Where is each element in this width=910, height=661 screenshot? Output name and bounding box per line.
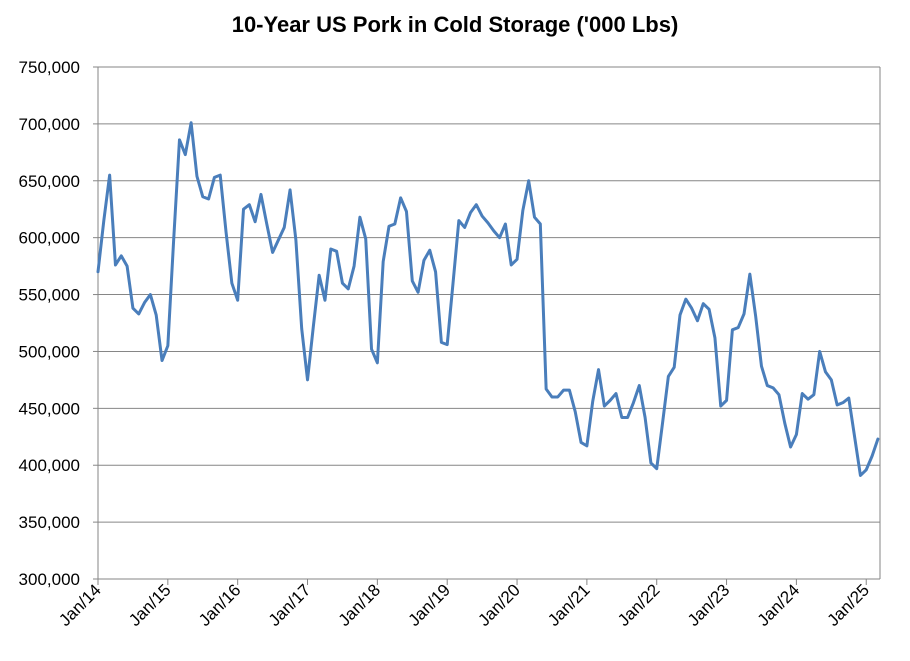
y-tick-labels: 300,000 350,000 400,000 450,000 500,000 550,0… [19,58,80,589]
y-tick-label: 550,000 [19,286,80,305]
x-tick-labels: Jan/14 Jan/15 Jan/16 Jan/17 Jan/18 Jan/19 Jan/… [55,580,873,630]
x-tick-label: Jan/18 [335,580,385,630]
y-tick-label: 450,000 [19,399,80,418]
x-tick-label: Jan/19 [404,580,454,630]
y-tick-label: 500,000 [19,342,80,361]
x-tick-label: Jan/16 [195,580,245,630]
x-tick-label: Jan/25 [824,580,874,630]
y-tick-label: 350,000 [19,513,80,532]
x-tick-label: Jan/20 [474,580,524,630]
chart-title: 10-Year US Pork in Cold Storage ('000 Lb… [231,12,679,37]
y-tick-label: 300,000 [19,570,80,589]
x-tick-label: Jan/24 [754,580,804,630]
y-tick-label: 750,000 [19,58,80,77]
axes [93,66,881,585]
y-tick-label: 400,000 [19,456,80,475]
gridlines [98,66,880,523]
series-layer [96,121,880,477]
y-tick-label: 700,000 [19,115,80,134]
x-tick-label: Jan/22 [614,580,664,630]
series-line [96,121,880,477]
y-tick-label: 600,000 [19,229,80,248]
x-tick-label: Jan/15 [125,580,175,630]
x-tick-label: Jan/17 [265,580,315,630]
x-tick-label: Jan/21 [544,580,594,630]
x-tick-label: Jan/23 [684,580,734,630]
y-tick-label: 650,000 [19,172,80,191]
